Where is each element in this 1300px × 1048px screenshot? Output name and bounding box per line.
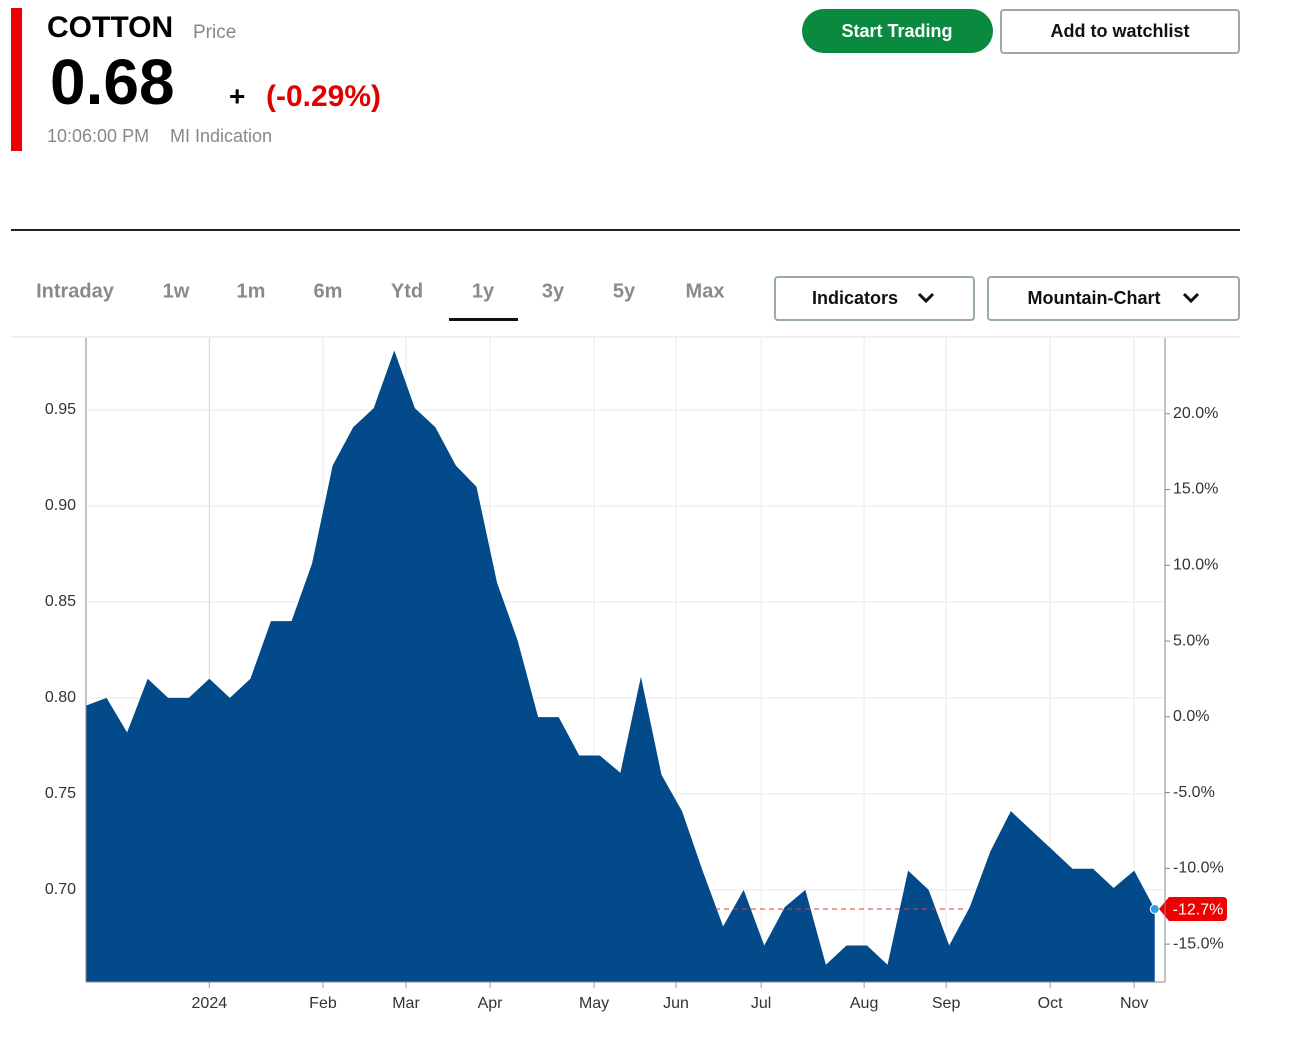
change-sign: + [229,80,245,111]
y2-tick-label: 5.0% [1173,632,1209,649]
x-tick-label: Sep [932,995,961,1012]
chart: 0.70 0.75 0.80 0.85 0.90 0.95 2024 Feb Mar Apr May… [45,338,1227,1012]
x-tick-label: Jun [663,995,689,1012]
tab[interactable]: Max [686,280,725,302]
x-tick-label: Nov [1120,995,1148,1012]
y2-tick-label: 15.0% [1173,481,1218,498]
price: 0.68 [50,46,175,118]
tab[interactable]: 1m [237,280,266,302]
x-tick-label: Mar [392,995,420,1012]
tab[interactable]: 6m [314,280,343,302]
y-tick-label: 0.75 [45,785,76,802]
tab[interactable]: 5y [613,280,636,302]
y2-tick-label: 0.0% [1173,708,1209,725]
time: 10:06:00 PM [47,126,149,146]
y-tick-label: 0.95 [45,401,76,418]
x-tick-label: Aug [850,995,878,1012]
start-trading-button[interactable] [802,9,993,53]
watchlist-button[interactable] [1000,9,1240,54]
y2-tick-label: 20.0% [1173,405,1218,422]
y-tick-label: 0.85 [45,593,76,610]
y2-tick-label: -15.0% [1173,935,1224,952]
accent-bar [11,8,22,151]
chevron [1182,292,1200,304]
tabs: Intraday 1w 1m 6m Ytd 1y 3y 5y Max [36,280,724,321]
change: (-0.29%) [266,80,381,113]
indicators-dropdown[interactable] [774,276,975,321]
chart-type-text: Mountain-Chart [1028,288,1161,308]
x-tick-label: May [579,995,609,1012]
x-tick-label: Jul [751,995,771,1012]
source: MI Indication [170,126,272,146]
tab[interactable]: 1w [163,280,190,302]
y2-tick-label: -10.0% [1173,860,1224,877]
chevron [917,292,935,304]
last-badge [1159,897,1227,922]
tab[interactable]: 3y [542,280,565,302]
y2-tick-label: 10.0% [1173,557,1218,574]
chart-type-dropdown[interactable] [987,276,1240,321]
last-badge-text: -12.7% [1173,901,1224,918]
x-tick-label: 2024 [192,995,228,1012]
x-tick-label: Feb [309,995,337,1012]
area [86,350,1155,982]
tab[interactable]: Ytd [391,280,423,302]
tab[interactable]: 1y [472,280,495,302]
y-tick-label: 0.90 [45,497,76,514]
y2-tick-label: -5.0% [1173,784,1215,801]
x-tick-label: Oct [1038,995,1063,1012]
y-tick-label: 0.70 [45,881,76,898]
tab[interactable]: Intraday [36,280,115,302]
start-trading-text: Start Trading [841,21,952,41]
indicators-text: Indicators [812,288,898,308]
last-point [1149,904,1160,915]
symbol: COTTON [47,11,173,44]
y-tick-label: 0.80 [45,689,76,706]
active-tab-underline [449,318,518,321]
x-tick-label: Apr [478,995,504,1012]
watchlist-text: Add to watchlist [1051,21,1190,41]
price-label: Price [193,22,236,43]
